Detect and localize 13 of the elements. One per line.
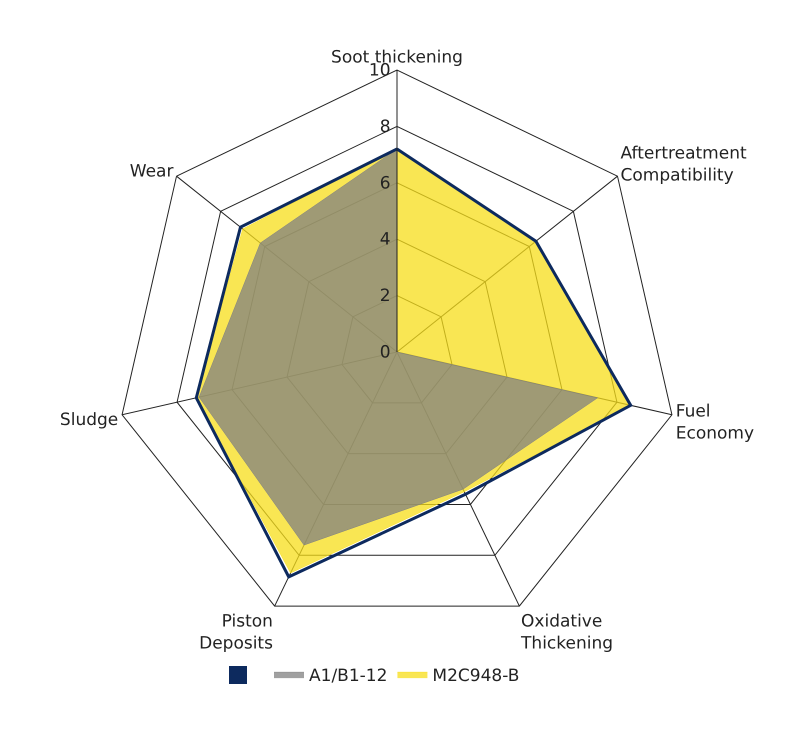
y-tick-label: 4 [380,230,391,250]
y-tick-label: 0 [380,342,391,363]
spoke-label: Piston Deposits [199,611,274,654]
y-tick-label: 6 [380,173,391,194]
spoke-label: Sludge [60,410,118,430]
spoke-label: Fuel Economy [676,402,754,444]
legend-label: M2C948-B [432,666,520,686]
spoke-label: Wear [130,161,174,182]
legend-label: A1/B1-12 [309,666,388,686]
y-tick-label: 8 [380,116,391,137]
spoke-label: Oxidative Thickening [520,611,614,654]
y-tick-label: 2 [380,286,391,306]
spoke-label: Aftertreatment Compatibility [620,143,747,186]
